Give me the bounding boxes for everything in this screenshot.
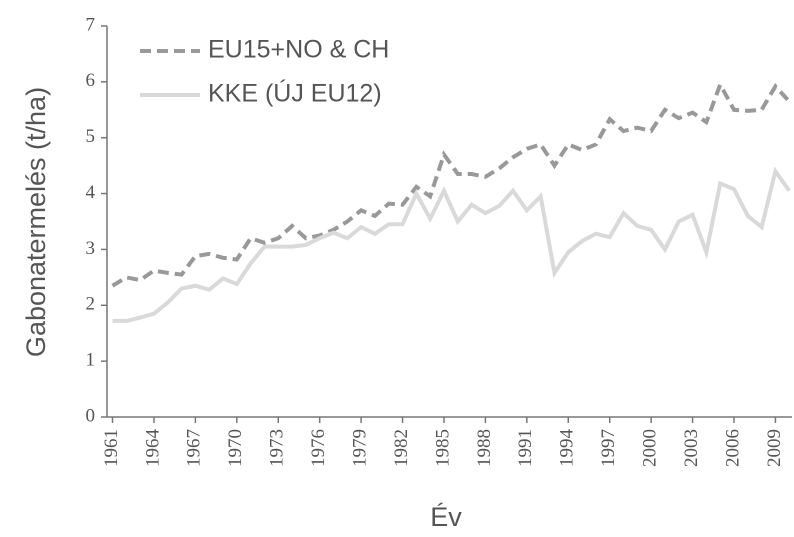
y-tick-label: 1 bbox=[86, 350, 96, 371]
x-tick-label: 1997 bbox=[598, 429, 619, 467]
series-line bbox=[111, 79, 791, 288]
x-tick-label: 1961 bbox=[101, 429, 122, 467]
x-tick-label: 1982 bbox=[391, 429, 412, 467]
y-tick-label: 7 bbox=[86, 14, 96, 35]
y-tick-label: 5 bbox=[86, 126, 96, 147]
y-tick-label: 4 bbox=[86, 182, 96, 203]
x-tick-label: 1985 bbox=[432, 429, 453, 467]
x-tick-label: 1967 bbox=[184, 429, 205, 467]
x-axis-label: Év bbox=[430, 502, 462, 532]
x-tick-label: 1973 bbox=[267, 429, 288, 467]
y-tick-label: 2 bbox=[86, 294, 96, 315]
x-tick-label: 2006 bbox=[722, 429, 743, 467]
x-tick-label: 2009 bbox=[764, 429, 785, 467]
x-tick-label: 1991 bbox=[515, 429, 536, 467]
y-tick-label: 0 bbox=[86, 405, 96, 426]
x-tick-label: 1976 bbox=[308, 429, 329, 467]
x-tick-label: 2003 bbox=[681, 429, 702, 467]
y-tick-label: 6 bbox=[86, 70, 96, 91]
x-tick-label: 1970 bbox=[225, 429, 246, 467]
legend-label: KKE (ÚJ EU12) bbox=[208, 79, 382, 108]
y-axis-label: Gabonatermelés (t/ha) bbox=[21, 87, 51, 357]
x-tick-label: 1979 bbox=[349, 429, 370, 467]
x-tick-label: 1964 bbox=[142, 429, 163, 468]
x-tick-label: 1988 bbox=[474, 429, 495, 467]
x-tick-label: 1994 bbox=[557, 429, 578, 468]
y-tick-label: 3 bbox=[86, 238, 96, 259]
legend-label: EU15+NO & CH bbox=[208, 36, 389, 64]
series-line bbox=[112, 166, 791, 323]
x-tick-label: 2000 bbox=[639, 429, 660, 467]
